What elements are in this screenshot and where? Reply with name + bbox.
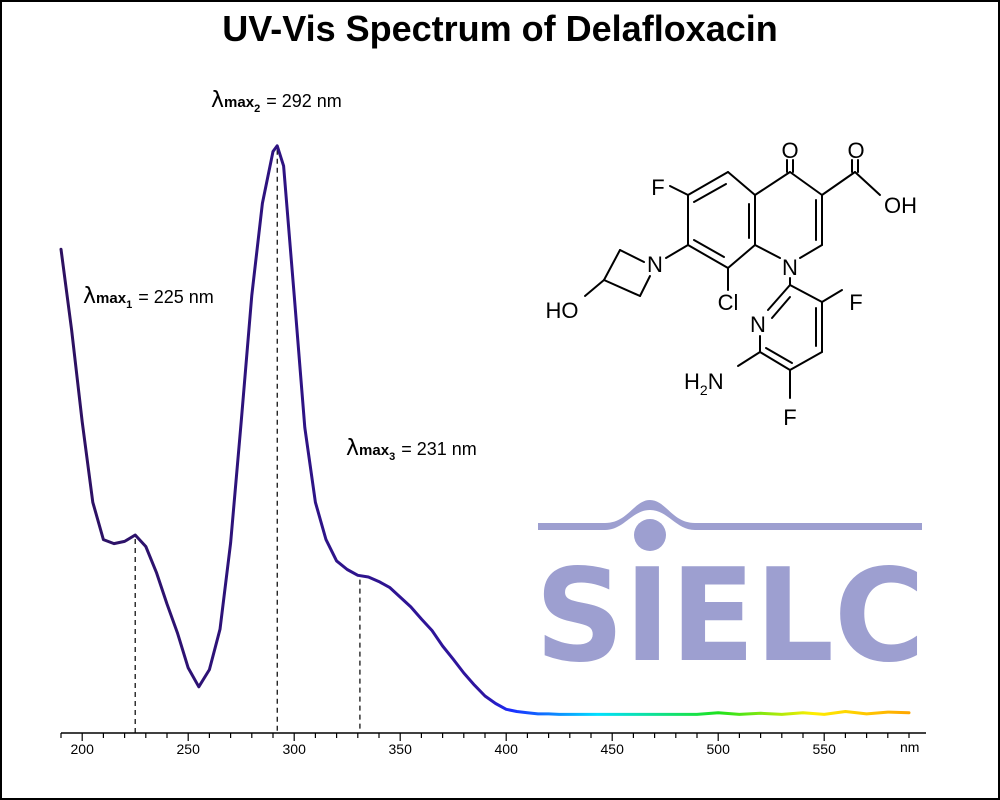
x-tick-label: 300 <box>283 741 307 757</box>
molecule-structure <box>584 159 881 399</box>
spectrum-curve <box>59 144 911 716</box>
svg-text:Cl: Cl <box>718 290 739 315</box>
svg-text:F: F <box>783 405 796 430</box>
svg-text:O: O <box>781 138 798 163</box>
x-axis-tick-labels: 200 250 300 350 400 450 500 550 <box>71 741 837 757</box>
chart-title: UV-Vis Spectrum of Delafloxacin <box>222 8 778 49</box>
svg-text:HO: HO <box>546 298 579 323</box>
peak-drop-lines <box>134 149 361 733</box>
sielc-logo: SIELC <box>535 500 925 691</box>
svg-text:OH: OH <box>884 193 917 218</box>
x-tick-label: 450 <box>601 741 625 757</box>
peak-label-3: λmax3 = 231 nm <box>346 436 477 463</box>
molecule-atom-labels: O O OH F N N HO Cl N F F H2N <box>546 138 918 430</box>
x-tick-label: 200 <box>71 741 95 757</box>
svg-text:F: F <box>651 175 664 200</box>
x-tick-label: 550 <box>813 741 837 757</box>
x-tick-label: 500 <box>707 741 731 757</box>
svg-text:H2N: H2N <box>684 369 724 398</box>
logo-dot <box>634 519 666 551</box>
x-axis-ticks <box>60 733 910 741</box>
x-tick-label: 400 <box>495 741 519 757</box>
x-tick-label: 350 <box>389 741 413 757</box>
peak-label-1: λmax1 = 225 nm <box>83 284 214 311</box>
logo-wordmark: SIELC <box>535 542 925 691</box>
svg-text:N: N <box>750 312 766 337</box>
svg-text:N: N <box>647 252 663 277</box>
logo-swoosh <box>538 500 922 530</box>
x-axis-unit: nm <box>900 739 919 755</box>
svg-text:F: F <box>849 290 862 315</box>
svg-text:O: O <box>847 138 864 163</box>
x-tick-label: 250 <box>177 741 201 757</box>
peak-label-2: λmax2 = 292 nm <box>211 88 342 115</box>
svg-text:N: N <box>782 255 798 280</box>
